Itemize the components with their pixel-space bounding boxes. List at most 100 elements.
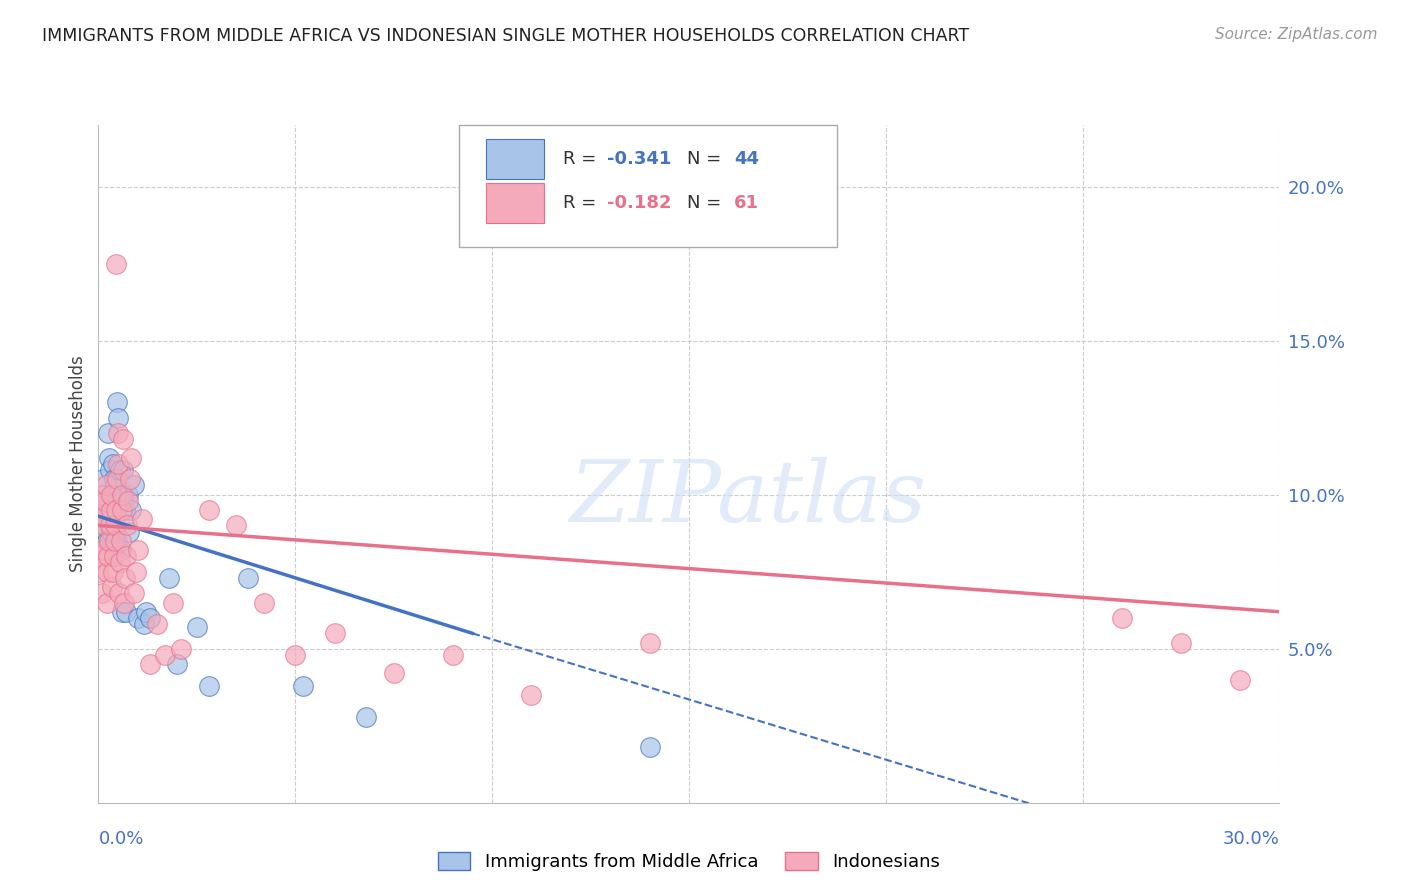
Point bbox=[1229, 673, 1251, 687]
Point bbox=[638, 740, 661, 755]
Text: R =: R = bbox=[562, 194, 602, 211]
Point bbox=[138, 611, 160, 625]
Point bbox=[98, 463, 121, 477]
Point bbox=[108, 586, 131, 600]
Point bbox=[104, 478, 127, 492]
Point bbox=[89, 503, 111, 517]
Point bbox=[114, 571, 136, 585]
Point bbox=[98, 533, 121, 548]
Point bbox=[104, 524, 127, 539]
Point bbox=[170, 641, 193, 656]
Point bbox=[120, 503, 142, 517]
Point bbox=[112, 595, 135, 609]
FancyBboxPatch shape bbox=[486, 139, 544, 178]
Point bbox=[155, 648, 177, 662]
Point bbox=[112, 488, 135, 502]
Point bbox=[105, 503, 128, 517]
Point bbox=[284, 648, 307, 662]
Point bbox=[253, 595, 276, 609]
Y-axis label: Single Mother Households: Single Mother Households bbox=[69, 356, 87, 572]
Point bbox=[105, 533, 128, 548]
Point bbox=[97, 549, 120, 564]
Point bbox=[94, 493, 117, 508]
Point bbox=[112, 432, 135, 446]
Point bbox=[108, 556, 131, 570]
Point bbox=[101, 580, 124, 594]
Point bbox=[132, 617, 155, 632]
Point bbox=[89, 503, 111, 517]
Point bbox=[94, 509, 117, 524]
Point bbox=[110, 533, 132, 548]
Point bbox=[162, 595, 184, 609]
Point bbox=[111, 488, 134, 502]
Point bbox=[105, 256, 128, 270]
Point bbox=[292, 679, 315, 693]
Point bbox=[91, 527, 114, 541]
Point bbox=[118, 472, 141, 486]
Point bbox=[118, 524, 141, 539]
Point bbox=[323, 626, 346, 640]
Point bbox=[135, 605, 157, 619]
Point bbox=[96, 565, 118, 579]
Point bbox=[127, 543, 149, 558]
Point bbox=[115, 518, 138, 533]
Point bbox=[89, 549, 111, 564]
Point bbox=[91, 543, 114, 558]
Point bbox=[103, 533, 125, 548]
Point bbox=[166, 657, 188, 672]
Point bbox=[111, 503, 134, 517]
Point bbox=[157, 571, 180, 585]
Point bbox=[98, 450, 121, 465]
Point bbox=[105, 395, 128, 409]
Point bbox=[96, 533, 118, 548]
Point bbox=[197, 503, 219, 517]
Point bbox=[108, 463, 131, 477]
Point bbox=[138, 657, 160, 672]
Point bbox=[197, 679, 219, 693]
Text: IMMIGRANTS FROM MIDDLE AFRICA VS INDONESIAN SINGLE MOTHER HOUSEHOLDS CORRELATION: IMMIGRANTS FROM MIDDLE AFRICA VS INDONES… bbox=[42, 27, 969, 45]
Text: -0.182: -0.182 bbox=[607, 194, 672, 211]
Point bbox=[107, 410, 129, 425]
Point bbox=[101, 565, 124, 579]
Point bbox=[122, 478, 145, 492]
Point bbox=[100, 524, 122, 539]
Point bbox=[127, 611, 149, 625]
FancyBboxPatch shape bbox=[458, 125, 837, 247]
Point bbox=[103, 472, 125, 486]
Text: -0.341: -0.341 bbox=[607, 150, 672, 168]
Point bbox=[105, 472, 128, 486]
Point bbox=[93, 509, 115, 524]
Point bbox=[93, 518, 115, 533]
Point bbox=[90, 509, 112, 524]
Text: 61: 61 bbox=[734, 194, 759, 211]
Point bbox=[100, 503, 122, 517]
Point bbox=[354, 709, 377, 723]
Point bbox=[93, 488, 115, 502]
Point bbox=[107, 425, 129, 440]
Point bbox=[125, 565, 148, 579]
Point bbox=[98, 518, 121, 533]
Point bbox=[186, 620, 208, 634]
Point bbox=[117, 488, 139, 502]
Text: 30.0%: 30.0% bbox=[1223, 830, 1279, 848]
Point bbox=[1111, 611, 1133, 625]
Point bbox=[111, 463, 134, 477]
Point bbox=[87, 565, 110, 579]
Point bbox=[107, 457, 129, 471]
Point bbox=[103, 457, 125, 471]
Point bbox=[115, 605, 138, 619]
Point bbox=[114, 503, 136, 517]
Point bbox=[225, 518, 247, 533]
Point bbox=[94, 478, 117, 492]
Text: 44: 44 bbox=[734, 150, 759, 168]
Point bbox=[115, 549, 138, 564]
Point bbox=[100, 488, 122, 502]
Point bbox=[96, 524, 118, 539]
Text: ZIPatlas: ZIPatlas bbox=[569, 457, 927, 539]
Point bbox=[382, 666, 405, 681]
Text: R =: R = bbox=[562, 150, 602, 168]
Text: N =: N = bbox=[686, 194, 727, 211]
FancyBboxPatch shape bbox=[486, 183, 544, 223]
Point bbox=[103, 549, 125, 564]
Point bbox=[1170, 635, 1192, 649]
